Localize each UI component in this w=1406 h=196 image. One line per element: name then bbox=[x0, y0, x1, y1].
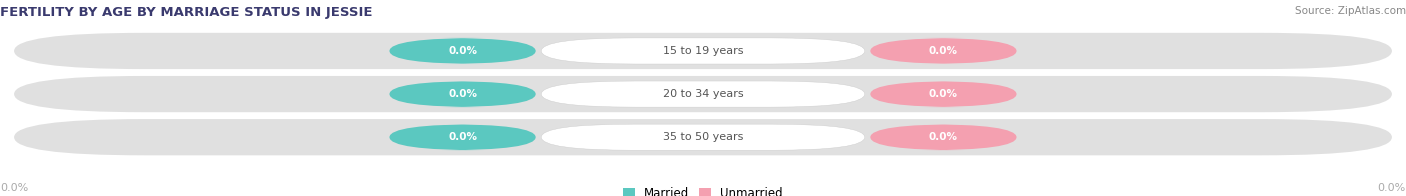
FancyBboxPatch shape bbox=[14, 33, 1392, 69]
Text: 0.0%: 0.0% bbox=[449, 89, 477, 99]
FancyBboxPatch shape bbox=[541, 38, 865, 64]
Text: 15 to 19 years: 15 to 19 years bbox=[662, 46, 744, 56]
FancyBboxPatch shape bbox=[389, 81, 536, 107]
Text: 20 to 34 years: 20 to 34 years bbox=[662, 89, 744, 99]
Text: FERTILITY BY AGE BY MARRIAGE STATUS IN JESSIE: FERTILITY BY AGE BY MARRIAGE STATUS IN J… bbox=[0, 6, 373, 19]
FancyBboxPatch shape bbox=[389, 124, 536, 150]
FancyBboxPatch shape bbox=[541, 124, 865, 150]
FancyBboxPatch shape bbox=[14, 119, 1392, 155]
Text: 0.0%: 0.0% bbox=[449, 46, 477, 56]
Text: 0.0%: 0.0% bbox=[929, 132, 957, 142]
FancyBboxPatch shape bbox=[14, 76, 1392, 112]
FancyBboxPatch shape bbox=[541, 81, 865, 107]
Text: 0.0%: 0.0% bbox=[1378, 183, 1406, 193]
Text: Source: ZipAtlas.com: Source: ZipAtlas.com bbox=[1295, 6, 1406, 16]
Text: 0.0%: 0.0% bbox=[0, 183, 28, 193]
Text: 0.0%: 0.0% bbox=[929, 46, 957, 56]
FancyBboxPatch shape bbox=[870, 38, 1017, 64]
FancyBboxPatch shape bbox=[870, 81, 1017, 107]
Text: 0.0%: 0.0% bbox=[449, 132, 477, 142]
Text: 0.0%: 0.0% bbox=[929, 89, 957, 99]
Text: 35 to 50 years: 35 to 50 years bbox=[662, 132, 744, 142]
FancyBboxPatch shape bbox=[389, 38, 536, 64]
FancyBboxPatch shape bbox=[870, 124, 1017, 150]
Legend: Married, Unmarried: Married, Unmarried bbox=[623, 187, 783, 196]
